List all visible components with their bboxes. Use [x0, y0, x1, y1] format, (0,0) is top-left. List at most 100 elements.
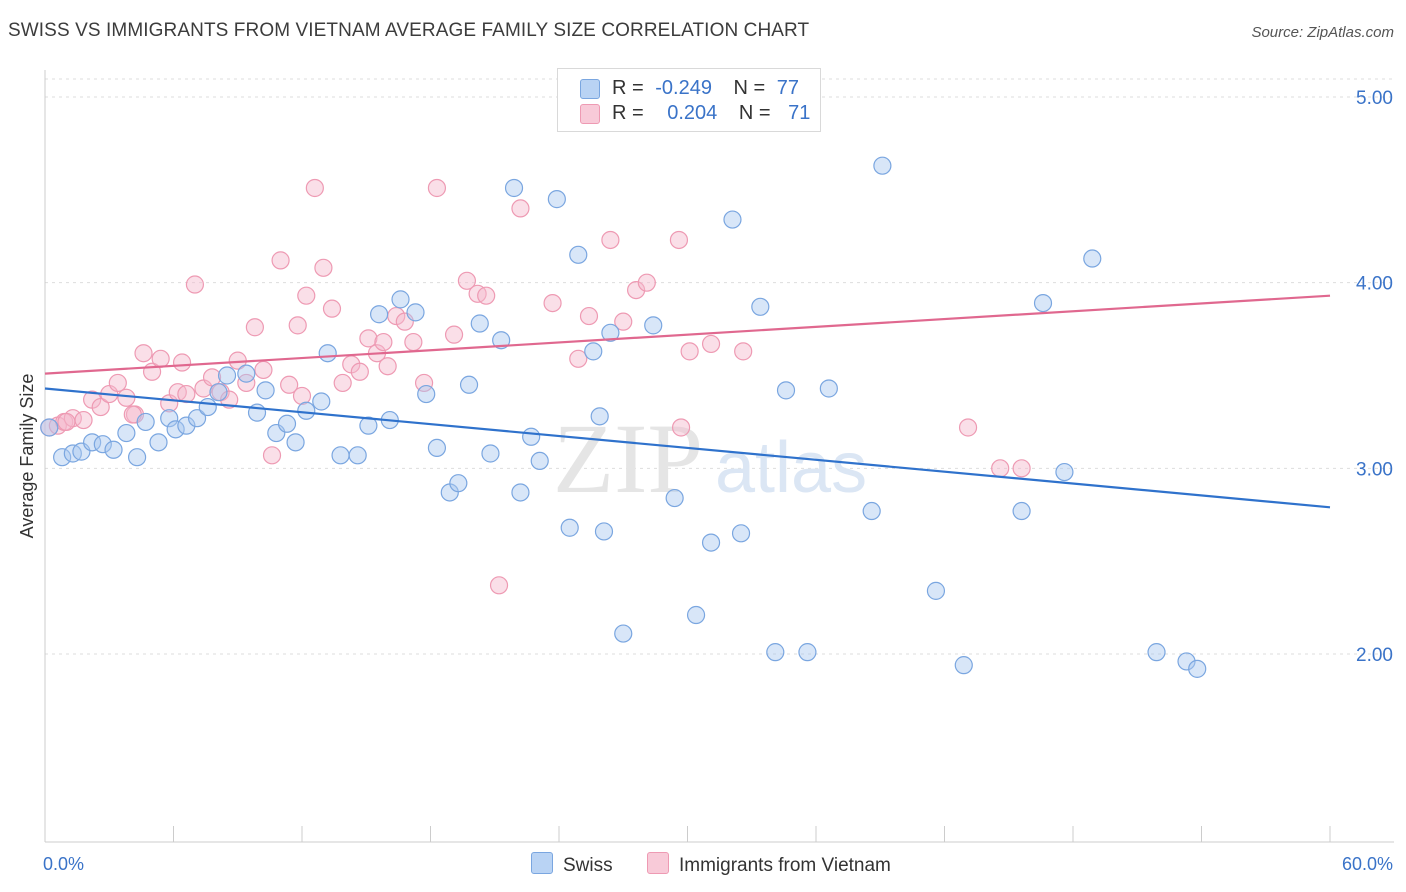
swiss-point [187, 409, 207, 428]
vietnam-point [626, 280, 646, 300]
swiss-point [318, 344, 337, 363]
legend-r-value-vietnam: 0.204 [667, 102, 718, 124]
chart-source: Source: ZipAtlas.com [1251, 24, 1394, 41]
vietnam-point [220, 390, 239, 409]
vietnam-point [734, 342, 753, 361]
vietnam-point [680, 342, 699, 361]
swiss-point [391, 290, 410, 309]
legend-r-label-swiss: R = [612, 77, 644, 99]
vietnam-point [601, 230, 620, 250]
swiss-point [312, 392, 331, 411]
vietnam-point [262, 446, 282, 465]
swiss-point [177, 416, 196, 435]
swiss-point [665, 488, 684, 508]
legend-n-value-swiss: 77 [776, 77, 800, 99]
vietnam-point [172, 353, 192, 372]
swiss-point [198, 397, 217, 417]
series-swiss-points [40, 156, 1207, 678]
vietnam-point [669, 230, 689, 250]
vietnam-point [254, 360, 273, 380]
vietnam-point [280, 375, 299, 394]
swiss-point [1083, 249, 1102, 268]
swiss-trend-line [44, 387, 1331, 509]
swiss-point [530, 451, 549, 471]
vietnam-point [292, 386, 312, 406]
stats-legend: R = -0.249 N = 77 R = 0.204 N = 71 [557, 68, 821, 132]
swiss-point [1055, 462, 1074, 482]
swiss-point [40, 418, 59, 437]
swiss-point [614, 624, 633, 643]
swiss-point [136, 412, 155, 432]
bottom-legend-swatch-swiss [531, 852, 553, 874]
swiss-point [862, 501, 881, 521]
swiss-point [370, 305, 389, 324]
legend-swatch-swiss [580, 79, 600, 99]
swiss-point [149, 433, 168, 452]
swiss-point [511, 483, 530, 502]
vietnam-point [288, 316, 307, 335]
vietnam-point [350, 362, 369, 381]
vietnam-point [134, 344, 153, 363]
vietnam-point [477, 286, 496, 305]
y-tick-label: 2.00 [1356, 645, 1393, 666]
bottom-legend-swiss: Swiss [531, 852, 613, 877]
swiss-point [217, 366, 237, 385]
vietnam-point [185, 275, 205, 294]
swiss-point [406, 303, 425, 322]
swiss-point [522, 427, 541, 446]
vietnam-point [457, 271, 477, 290]
swiss-point [209, 383, 228, 402]
swiss-point [237, 364, 256, 383]
vietnam-point [245, 318, 264, 337]
vietnam-point [701, 334, 721, 354]
swiss-point [93, 435, 112, 454]
bottom-legend-label-swiss: Swiss [563, 855, 613, 876]
bottom-legend-vietnam: Immigrants from Vietnam [647, 852, 891, 877]
swiss-point [644, 316, 663, 335]
y-tick-label: 4.00 [1356, 274, 1393, 295]
x-tick-label-min: 0.0% [43, 854, 84, 874]
swiss-point [286, 433, 305, 452]
chart-title: SWISS VS IMMIGRANTS FROM VIETNAM AVERAGE… [8, 20, 810, 41]
swiss-point [701, 533, 721, 552]
swiss-point [686, 605, 706, 625]
swiss-point [819, 379, 838, 398]
vietnam-point [305, 178, 324, 198]
swiss-point [926, 581, 946, 600]
legend-n-value-vietnam: 71 [788, 102, 811, 124]
watermark-atlas: atlas [715, 428, 867, 508]
swiss-point [798, 643, 817, 662]
swiss-point [547, 190, 566, 209]
legend-r-value-swiss: -0.249 [655, 77, 712, 99]
swiss-point [104, 440, 123, 459]
swiss-point [459, 375, 479, 394]
y-axis-label: Average Family Size [17, 374, 37, 539]
swiss-point [731, 524, 751, 543]
swiss-point [1177, 652, 1196, 671]
vietnam-point [489, 576, 509, 595]
vietnam-point [314, 258, 333, 277]
swiss-point [766, 643, 785, 662]
swiss-point [427, 438, 447, 458]
swiss-point [348, 446, 367, 465]
y-tick-label: 3.00 [1356, 459, 1393, 480]
swiss-point [449, 474, 468, 493]
swiss-point [594, 522, 614, 541]
vietnam-point [57, 412, 76, 432]
vietnam-point [511, 199, 530, 218]
watermark-zip: ZIP [553, 403, 703, 514]
legend-n-label-vietnam: N = [738, 102, 771, 124]
swiss-point [53, 448, 72, 467]
vietnam-point [297, 286, 316, 305]
swiss-point [776, 381, 796, 400]
swiss-point [601, 323, 620, 342]
swiss-point [117, 423, 136, 443]
swiss-point [1012, 501, 1031, 521]
swiss-point [492, 331, 511, 350]
vietnam-point [378, 357, 397, 376]
swiss-point [166, 420, 185, 439]
swiss-point [160, 409, 179, 428]
swiss-point [359, 416, 378, 435]
vietnam-point [444, 325, 464, 344]
